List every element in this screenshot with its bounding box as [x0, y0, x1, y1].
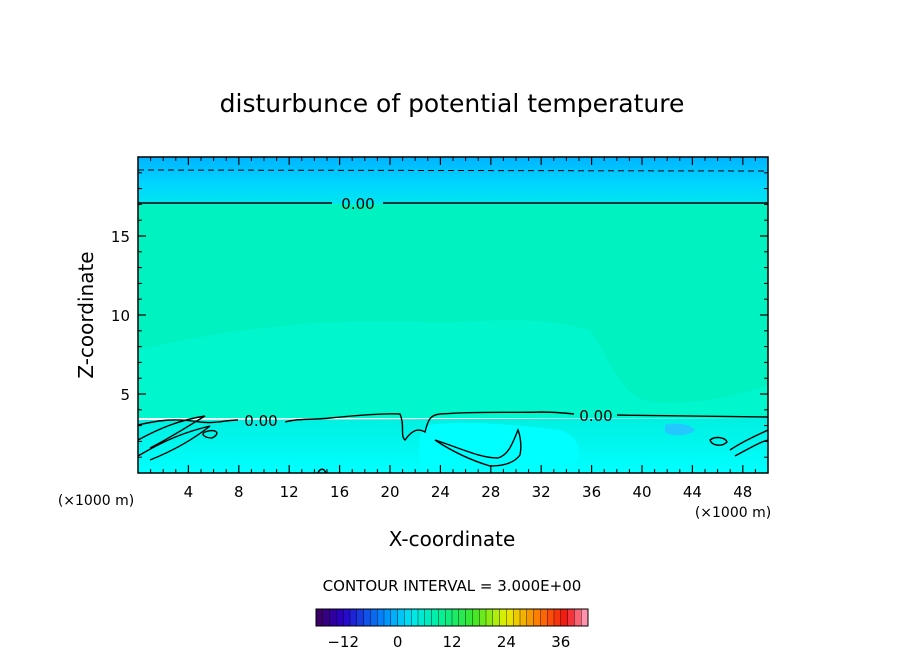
y-ticks: 5 10 15 — [111, 172, 768, 458]
plot-fill — [138, 157, 768, 473]
colorbar — [315, 608, 589, 627]
x-tick-label: 24 — [431, 483, 450, 501]
colorbar-tick-label: 12 — [442, 633, 461, 651]
colorbar-cell — [322, 608, 331, 627]
colorbar-cell — [315, 608, 324, 627]
x-axis-label: X-coordinate — [389, 527, 516, 551]
x-tick-label: 4 — [184, 483, 194, 501]
contour-interval-text: CONTOUR INTERVAL = 3.000E+00 — [323, 577, 582, 595]
colorbar-cell — [404, 608, 412, 627]
contour-labels: 0.00 0.00 0.00 — [244, 195, 612, 430]
colorbar-cell — [424, 608, 433, 627]
colorbar-cell — [547, 608, 555, 627]
chart-title: disturbunce of potential temperature — [220, 89, 685, 118]
x-tick-label: 36 — [582, 483, 601, 501]
colorbar-cell — [336, 608, 344, 627]
colorbar-cell — [451, 608, 460, 627]
colorbar-cell — [492, 608, 501, 627]
colorbar-cell — [438, 608, 446, 627]
contour-label-lower-right: 0.00 — [579, 407, 612, 425]
colorbar-cell — [485, 608, 494, 627]
x-tick-label: 48 — [733, 483, 752, 501]
x-unit-right: (×1000 m) — [695, 505, 771, 521]
contour-label-top: 0.00 — [341, 195, 374, 213]
x-ticks: 4 8 12 16 20 24 28 32 36 40 44 48 — [150, 157, 756, 501]
colorbar-cell — [349, 608, 358, 627]
x-tick-label: 12 — [280, 483, 299, 501]
x-tick-label: 32 — [532, 483, 551, 501]
colorbar-cell — [458, 608, 467, 627]
contour-right-loops — [709, 429, 769, 457]
colorbar-cell — [574, 608, 582, 627]
mid-layer-shading — [138, 320, 768, 418]
colorbar-tick-label: 36 — [551, 633, 570, 651]
colorbar-cell — [431, 608, 439, 627]
x-tick-label: 20 — [380, 483, 399, 501]
y-tick-label: 10 — [111, 307, 130, 325]
colorbar-tick-label: −12 — [327, 633, 359, 651]
colorbar-cell — [383, 608, 392, 627]
contour-bottom-loop — [434, 428, 522, 467]
contour-zero-lower-main — [137, 411, 769, 442]
x-unit-left: (×1000 m) — [58, 493, 134, 509]
contour-lower-left-loops — [137, 415, 218, 461]
colorbar-cell — [479, 608, 487, 627]
colorbar-cell — [397, 608, 405, 627]
x-tick-label: 40 — [632, 483, 651, 501]
colorbar-cell — [377, 608, 385, 627]
colorbar-cell — [560, 608, 569, 627]
colorbar-cell — [540, 608, 548, 627]
colorbar-tick-label: 24 — [497, 633, 516, 651]
colorbar-cell — [499, 608, 507, 627]
colorbar-cell — [567, 608, 575, 627]
y-axis-label: Z-coordinate — [74, 251, 98, 378]
colorbar-cell — [581, 608, 589, 627]
colorbar-cell — [390, 608, 399, 627]
colorbar-cell — [417, 608, 426, 627]
colorbar-ticks: −12 0 12 24 36 — [327, 633, 570, 651]
colorbar-cell — [472, 608, 480, 627]
contour-label-lower-left: 0.00 — [244, 412, 277, 430]
small-blue-patch — [665, 423, 695, 436]
colorbar-cell — [533, 608, 541, 627]
colorbar-cell — [370, 608, 378, 627]
colorbar-cell — [411, 608, 419, 627]
colorbar-cell — [363, 608, 371, 627]
colorbar-tick-label: 0 — [393, 633, 403, 651]
colorbar-cell — [553, 608, 562, 627]
colorbar-cell — [513, 608, 521, 627]
contour-bump-left — [317, 468, 327, 474]
colorbar-cell — [329, 608, 337, 627]
x-tick-label: 44 — [683, 483, 702, 501]
colorbar-frame — [315, 608, 589, 627]
upper-layer-fill — [138, 157, 768, 204]
x-tick-label: 8 — [234, 483, 244, 501]
colorbar-cell — [343, 608, 351, 627]
colorbar-cell — [506, 608, 514, 627]
contour-dashed — [137, 169, 769, 172]
colorbar-cell — [519, 608, 528, 627]
colorbar-cell — [445, 608, 453, 627]
x-tick-label: 16 — [330, 483, 349, 501]
colorbar-cell — [356, 608, 365, 627]
colorbar-cell — [465, 608, 473, 627]
y-tick-label: 15 — [111, 228, 130, 246]
contours — [137, 169, 769, 474]
colorbar-cell — [526, 608, 535, 627]
lower-layer-shading — [419, 422, 579, 473]
y-tick-label: 5 — [120, 386, 130, 404]
x-tick-label: 28 — [481, 483, 500, 501]
